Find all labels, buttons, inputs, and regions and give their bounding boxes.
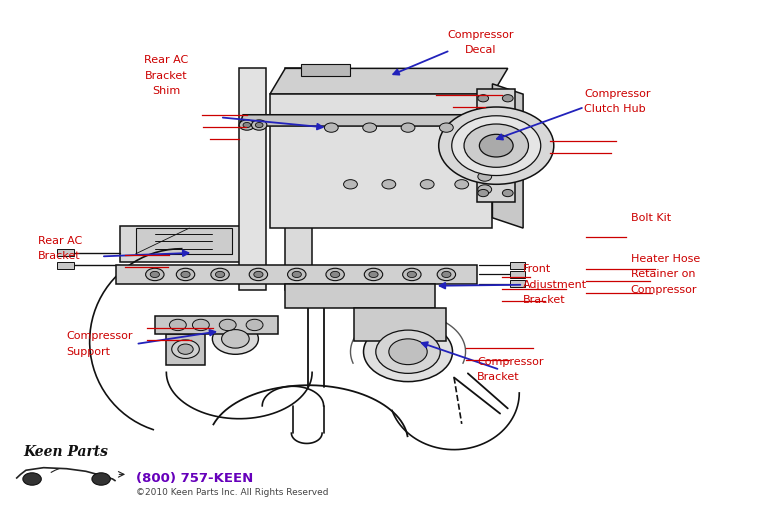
Polygon shape [57,262,73,269]
Circle shape [287,268,306,281]
Circle shape [169,319,186,330]
Circle shape [222,329,249,348]
Polygon shape [492,84,523,228]
Circle shape [178,344,193,354]
Circle shape [478,159,491,168]
Polygon shape [116,265,477,284]
Circle shape [478,185,491,194]
Text: Bracket: Bracket [145,71,188,81]
Text: Compressor: Compressor [447,30,514,40]
Circle shape [442,271,451,278]
Circle shape [254,271,263,278]
Text: Rear AC: Rear AC [144,55,189,65]
Polygon shape [510,271,524,278]
Polygon shape [136,228,232,254]
Polygon shape [270,94,492,228]
Circle shape [452,116,541,176]
Circle shape [330,271,340,278]
Circle shape [439,107,554,184]
Circle shape [440,123,454,132]
Text: Adjustment: Adjustment [523,280,588,290]
Circle shape [369,271,378,278]
Text: Compressor: Compressor [477,357,544,367]
Text: ©2010 Keen Parts Inc. All Rights Reserved: ©2010 Keen Parts Inc. All Rights Reserve… [136,488,328,497]
Circle shape [389,339,427,365]
Text: Decal: Decal [465,45,497,55]
Text: (800) 757-KEEN: (800) 757-KEEN [136,472,253,485]
Text: Bolt Kit: Bolt Kit [631,212,671,223]
Text: Keen Parts: Keen Parts [23,445,108,459]
Polygon shape [300,64,350,76]
Text: Clutch Hub: Clutch Hub [584,105,646,114]
Circle shape [324,123,338,132]
Circle shape [363,123,377,132]
Text: Heater Hose: Heater Hose [631,254,700,264]
Text: Bracket: Bracket [38,251,81,261]
Circle shape [326,268,344,281]
Text: Compressor: Compressor [631,285,697,295]
Circle shape [382,180,396,189]
Circle shape [455,180,469,189]
Circle shape [146,268,164,281]
Circle shape [480,134,513,157]
Text: Bracket: Bracket [477,372,520,382]
Polygon shape [239,68,266,290]
Circle shape [249,268,268,281]
Text: Support: Support [66,347,111,356]
Polygon shape [285,68,312,290]
Text: Rear AC: Rear AC [38,236,82,246]
Polygon shape [477,89,515,203]
Circle shape [407,271,417,278]
Polygon shape [354,308,447,341]
Circle shape [239,120,255,130]
Polygon shape [270,68,507,94]
Circle shape [192,319,209,330]
Text: Compressor: Compressor [584,89,651,99]
Text: Shim: Shim [152,87,180,96]
Circle shape [292,271,301,278]
Circle shape [364,268,383,281]
Circle shape [216,271,225,278]
Circle shape [343,180,357,189]
Circle shape [150,271,159,278]
Circle shape [502,190,513,197]
Circle shape [219,319,236,330]
Polygon shape [57,249,73,256]
Circle shape [376,330,440,373]
Circle shape [92,473,110,485]
Circle shape [23,473,42,485]
Circle shape [478,95,489,102]
Circle shape [403,268,421,281]
Text: Bracket: Bracket [523,295,566,305]
Circle shape [478,190,489,197]
Polygon shape [510,280,524,287]
Polygon shape [120,225,243,262]
Circle shape [363,322,453,382]
Circle shape [172,340,199,358]
Text: Front: Front [523,264,551,274]
Circle shape [420,180,434,189]
Circle shape [246,319,263,330]
Polygon shape [155,315,278,334]
Circle shape [478,172,491,181]
Circle shape [437,268,456,281]
Polygon shape [166,334,205,365]
Circle shape [464,124,528,167]
Circle shape [213,323,259,354]
Text: Retainer on: Retainer on [631,269,695,279]
Circle shape [252,120,267,130]
Circle shape [502,95,513,102]
Circle shape [243,122,251,127]
Polygon shape [285,284,435,308]
Text: Compressor: Compressor [66,331,133,341]
Circle shape [176,268,195,281]
Circle shape [256,122,263,127]
Circle shape [211,268,229,281]
Circle shape [181,271,190,278]
Circle shape [401,123,415,132]
Polygon shape [239,115,504,126]
Polygon shape [510,262,524,269]
